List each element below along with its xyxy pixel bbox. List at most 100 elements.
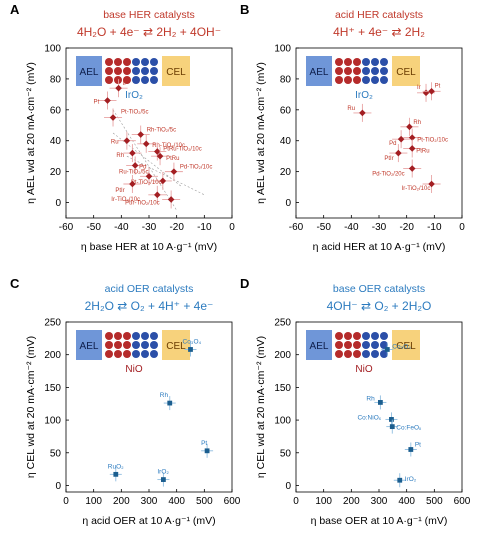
membrane-bead	[105, 67, 113, 75]
y-tick-label: 20	[50, 167, 62, 178]
point-label: Rh	[116, 153, 124, 159]
membrane-schematic: AEL CEL NiO	[306, 330, 420, 375]
data-point	[129, 180, 136, 188]
panel-equation: 4H⁺ + 4e⁻ ⇄ 2H₂	[333, 25, 425, 39]
point-label: Ir-TiO₂/10c	[402, 186, 431, 192]
data-point	[408, 165, 416, 172]
cel-label: CEL	[166, 67, 186, 78]
y-tick-label: 100	[44, 44, 61, 55]
y-tick-label: 80	[50, 74, 62, 85]
point-label: Pt	[201, 440, 207, 447]
x-tick-label: -20	[399, 222, 414, 233]
point-label: Pt	[435, 83, 441, 89]
point-label: Rh-TiO₂/10c	[152, 143, 185, 149]
data-point	[397, 135, 405, 143]
membrane-bead	[353, 67, 361, 75]
data-points: Ir PtRuRhPdPt-TiO₂/10cPtRuPtIrPd-TiO₂/20c…	[347, 82, 448, 193]
data-point	[142, 140, 150, 148]
data-point	[204, 448, 210, 454]
x-tick-label: -60	[289, 222, 304, 233]
y-tick-label: 0	[55, 198, 61, 209]
y-tick-label: 60	[280, 105, 292, 116]
x-tick-label: 100	[315, 496, 332, 507]
data-points: Co₃O₄ Rh Pt RuO₂ IrO₂	[108, 338, 214, 487]
data-point	[389, 424, 395, 430]
point-label: IrO₂	[405, 476, 417, 483]
membrane-bead	[362, 341, 370, 349]
x-axis-label: η base HER at 10 A·g⁻¹ (mV)	[81, 241, 217, 253]
x-tick-label: -40	[114, 222, 129, 233]
membrane-bead	[150, 76, 158, 84]
y-tick-label: 60	[50, 105, 62, 116]
membrane-bead	[105, 58, 113, 66]
point-label: Co₃O₄	[183, 338, 202, 345]
y-tick-label: 0	[285, 481, 291, 492]
trend-lines	[112, 109, 205, 211]
point-label: Rh	[160, 392, 169, 399]
point-label: PtIr	[115, 188, 124, 194]
data-point	[156, 152, 164, 160]
membrane-bead	[353, 350, 361, 358]
x-tick-label: 500	[426, 496, 443, 507]
data-points: Co₃O₄ Rh Co:NiOₓ Co:FeOₓ Pt IrO₂	[357, 342, 422, 488]
y-tick-label: 40	[50, 136, 62, 147]
data-point	[428, 180, 435, 188]
cel-box	[162, 330, 190, 360]
point-label: Pt	[415, 442, 421, 449]
y-axis-label: η CEL wd at 20 mA·cm⁻² (mV)	[255, 336, 267, 478]
point-label: IrO₂	[157, 469, 169, 476]
x-tick-label: -30	[372, 222, 387, 233]
x-tick-label: 600	[454, 496, 471, 507]
data-point	[145, 172, 153, 180]
point-label: Pt-TiO₂/10c	[417, 138, 448, 144]
membrane-bead	[380, 341, 388, 349]
membrane-bead	[371, 341, 379, 349]
point-label: Ir	[123, 81, 127, 87]
point-label: Ru	[111, 140, 119, 146]
ael-box	[76, 330, 102, 360]
cel-label: CEL	[166, 341, 186, 352]
membrane-bead	[105, 341, 113, 349]
x-axis-label: η base OER at 10 A·g⁻¹ (mV)	[311, 515, 448, 527]
panel-letter: A	[10, 2, 20, 17]
cel-label: CEL	[396, 67, 416, 78]
membrane-bead	[335, 350, 343, 358]
point-label: PtIr	[384, 156, 393, 162]
y-tick-label: 250	[274, 318, 291, 329]
membrane-bead	[344, 67, 352, 75]
y-tick-label: 50	[50, 448, 62, 459]
cel-box	[162, 56, 190, 86]
data-point	[408, 134, 416, 141]
data-point	[115, 84, 122, 92]
cel-box	[392, 330, 420, 360]
point-label: Ir	[417, 85, 421, 91]
membrane-bead	[132, 350, 140, 358]
x-tick-label: -40	[344, 222, 359, 233]
membrane-bead	[105, 350, 113, 358]
membrane-bead	[141, 332, 149, 340]
x-axis-label: η acid HER at 10 A·g⁻¹ (mV)	[313, 241, 446, 253]
panel-title: acid OER catalysts	[105, 283, 194, 295]
membrane-bead	[123, 332, 131, 340]
x-tick-label: -10	[197, 222, 212, 233]
point-label: PtRu	[166, 156, 179, 162]
membrane-bead	[380, 350, 388, 358]
membrane-bead	[114, 350, 122, 358]
y-tick-label: 40	[280, 136, 292, 147]
membrane-bead	[114, 76, 122, 84]
membrane-bead	[344, 332, 352, 340]
data-points: IrPtPt-TiO₂/5cRh-TiO₂/5cRuRh-TiO₂/10cPtR…	[94, 79, 212, 209]
membrane-bead	[335, 58, 343, 66]
point-label: RuO₂	[108, 463, 124, 470]
trend-line	[126, 155, 205, 196]
membrane-bead	[132, 76, 140, 84]
point-label: PtRu	[416, 148, 429, 154]
ael-label: AEL	[310, 341, 329, 352]
membrane-bead	[150, 67, 158, 75]
point-label: PtRu-TiO₂/10c	[163, 147, 201, 153]
data-point	[159, 177, 167, 185]
membrane-bead	[123, 76, 131, 84]
membrane-bead	[132, 341, 140, 349]
